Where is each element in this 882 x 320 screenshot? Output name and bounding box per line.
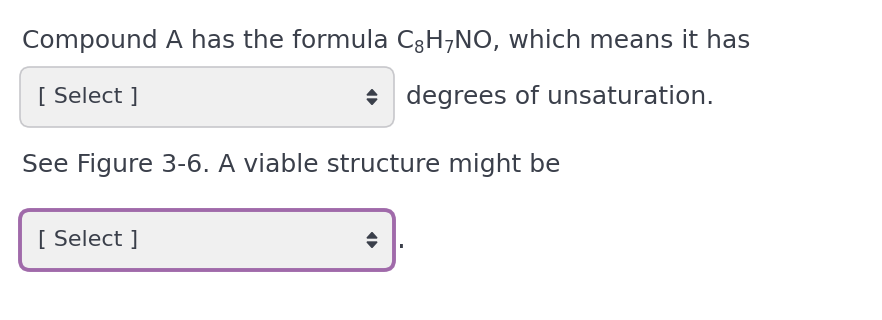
FancyBboxPatch shape bbox=[20, 210, 394, 270]
Text: Compound A has the formula C: Compound A has the formula C bbox=[22, 29, 414, 53]
Text: 8: 8 bbox=[414, 39, 424, 57]
Text: degrees of unsaturation.: degrees of unsaturation. bbox=[406, 85, 714, 109]
Polygon shape bbox=[367, 233, 377, 238]
Text: H: H bbox=[424, 29, 444, 53]
Text: .: . bbox=[397, 226, 406, 254]
Text: NO, which means it has: NO, which means it has bbox=[454, 29, 751, 53]
Polygon shape bbox=[367, 99, 377, 105]
FancyBboxPatch shape bbox=[20, 67, 394, 127]
Polygon shape bbox=[367, 242, 377, 247]
Text: See Figure 3-6. A viable structure might be: See Figure 3-6. A viable structure might… bbox=[22, 153, 560, 177]
Text: 7: 7 bbox=[444, 39, 454, 57]
Text: [ Select ]: [ Select ] bbox=[38, 87, 138, 107]
Polygon shape bbox=[367, 90, 377, 95]
Text: [ Select ]: [ Select ] bbox=[38, 230, 138, 250]
